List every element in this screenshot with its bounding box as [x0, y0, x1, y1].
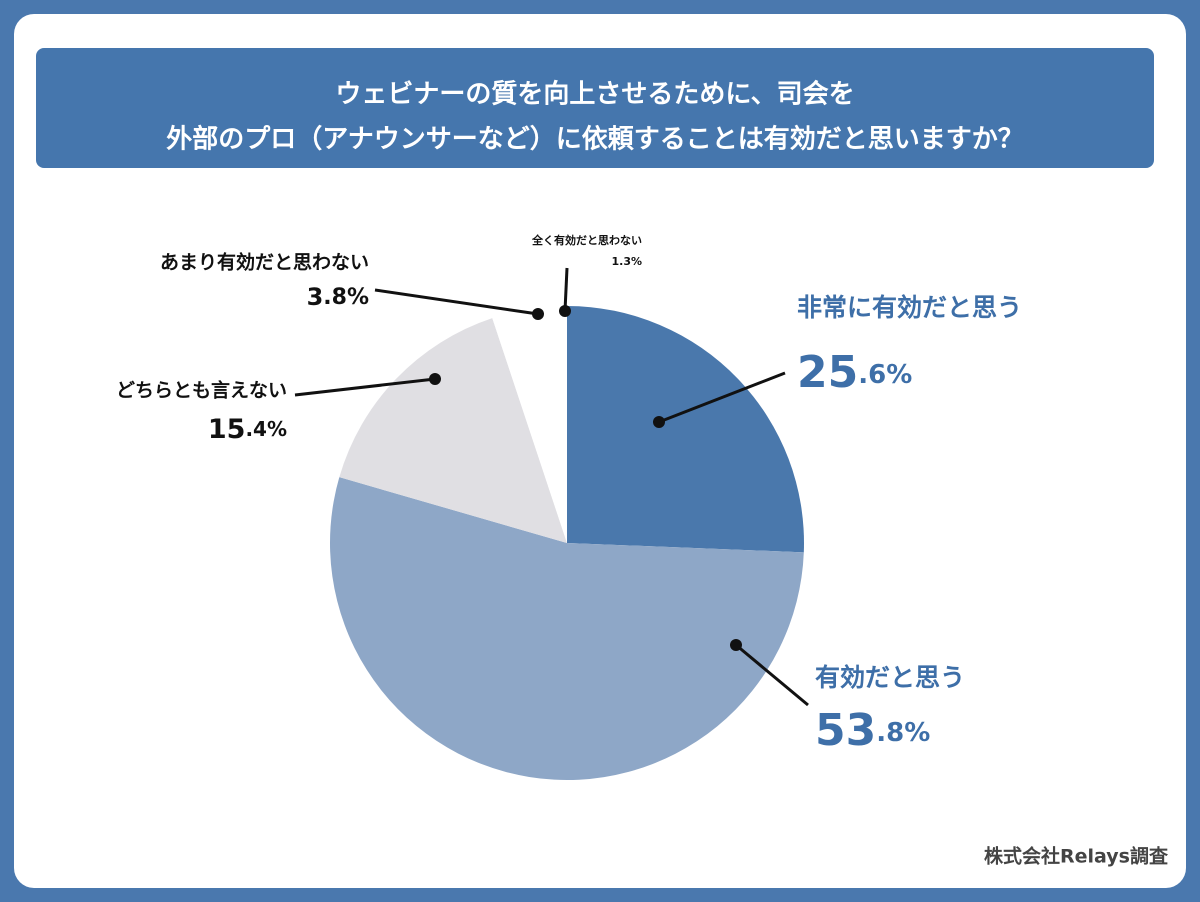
legend-label: あまり有効だと思わない [160, 251, 369, 274]
pie-slice [567, 306, 804, 553]
pie-slice [547, 306, 567, 543]
legend-label: どちらとも言えない [116, 379, 287, 402]
leader-line [294, 377, 436, 397]
leader-dot [653, 416, 665, 428]
leader-line [374, 288, 539, 316]
legend-label: 非常に有効だと思う [797, 293, 1022, 322]
source: 株式会社Relays調査 [984, 845, 1169, 868]
title-box [36, 48, 1154, 168]
leader-dot [730, 639, 742, 651]
leader-line [735, 643, 809, 707]
pie-slice [329, 477, 804, 781]
leader-dot [559, 305, 571, 317]
chart-title: 外部のプロ（アナウンサーなど）に依頼することは有効だと思いますか？ [166, 124, 1023, 155]
pie-slice [492, 306, 567, 543]
value-label: 1.3% [611, 255, 642, 268]
leader-line [563, 267, 569, 312]
value-label: 3.8% [307, 283, 369, 311]
chart-title: ウェビナーの質を向上させるために、司会を [335, 79, 854, 110]
leader-dot [429, 373, 441, 385]
value-label: 25.6% [797, 347, 912, 398]
value-label: 53.8% [815, 705, 930, 756]
legend-label: 全く有効だと思わない [531, 233, 642, 247]
legend-label: 有効だと思う [815, 663, 965, 692]
leader-line [658, 371, 786, 424]
pie-slice [339, 318, 567, 543]
value-label: 15.4% [208, 414, 287, 445]
leader-dot [532, 308, 544, 320]
